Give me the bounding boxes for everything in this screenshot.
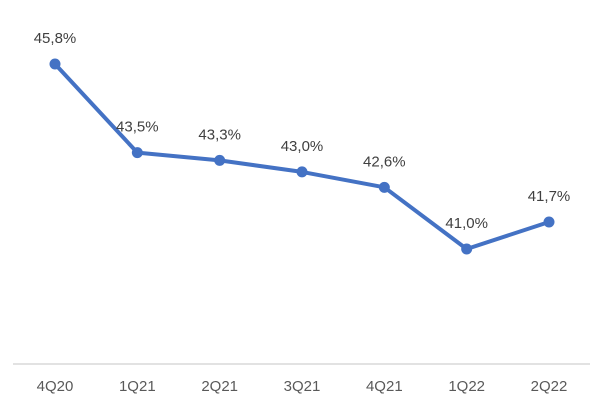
data-label: 41,0% bbox=[445, 215, 488, 232]
data-point-marker bbox=[296, 166, 308, 178]
data-label: 41,7% bbox=[528, 188, 571, 205]
x-axis-label: 4Q21 bbox=[366, 378, 403, 395]
x-axis-label: 1Q22 bbox=[448, 378, 485, 395]
data-point-marker bbox=[131, 147, 143, 159]
data-label: 43,5% bbox=[116, 119, 159, 136]
data-point-marker bbox=[49, 58, 61, 70]
data-label: 43,3% bbox=[198, 126, 241, 143]
data-label: 42,6% bbox=[363, 153, 406, 170]
data-label: 43,0% bbox=[281, 138, 324, 155]
data-point-marker bbox=[461, 243, 473, 255]
data-point-marker bbox=[543, 216, 555, 228]
x-axis-label: 2Q22 bbox=[531, 378, 568, 395]
x-axis-label: 3Q21 bbox=[284, 378, 321, 395]
x-axis-label: 2Q21 bbox=[201, 378, 238, 395]
x-axis-label: 1Q21 bbox=[119, 378, 156, 395]
data-point-marker bbox=[378, 181, 390, 193]
data-point-marker bbox=[214, 154, 226, 166]
x-axis-label: 4Q20 bbox=[37, 378, 74, 395]
data-label: 45,8% bbox=[34, 30, 77, 47]
